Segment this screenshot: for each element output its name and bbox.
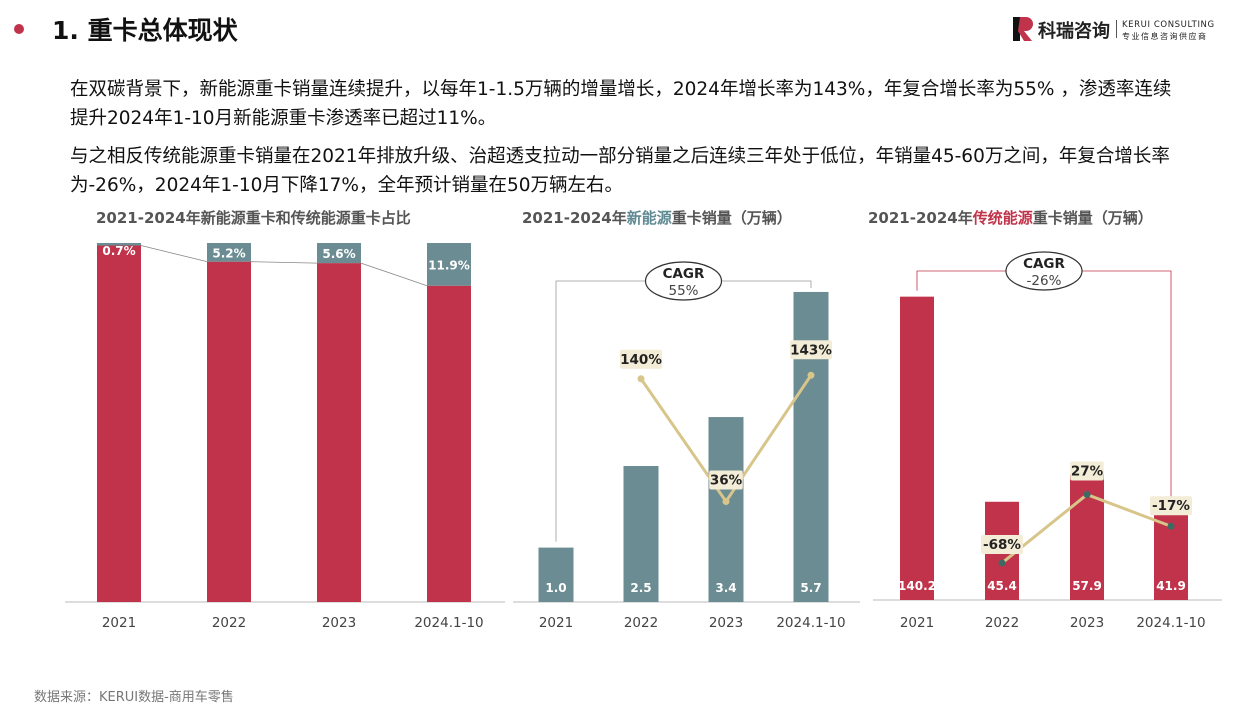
chart1-bar-traditional [317,263,361,602]
chart-title-traditional-highlight: 传统能源 [972,209,1033,227]
page-header: 1. 重卡总体现状 科瑞咨询 KERUI CONSULTING 专业信息咨询供应… [0,0,1250,58]
chart-title-traditional: 2021-2024年传统能源重卡销量（万辆） [868,207,1153,228]
logo-english: KERUI CONSULTING [1122,20,1215,30]
chart1-bar-new-energy [427,243,471,286]
chart3-cagr-value: -26% [1027,273,1062,289]
chart2-bar [538,547,574,602]
chart3-cagr-bracket [916,270,1172,506]
chart2-growth-label: 143% [790,342,832,358]
chart1-bar-traditional [97,245,141,602]
chart2-value-label: 2.5 [630,581,651,595]
chart3-x-tick: 2024.1-10 [1136,615,1205,631]
chart3-growth-point [1167,522,1175,530]
chart2-growth-label-bg [620,349,662,369]
page-title: 1. 重卡总体现状 [52,16,238,45]
chart1-bar-new-energy [97,243,141,246]
chart2-cagr-value: 55% [668,283,698,299]
chart3-x-tick: 2023 [1070,615,1104,631]
chart3-value-label: 45.4 [987,579,1017,593]
chart2-cagr-bubble [644,261,723,301]
kerui-logo-icon [1013,17,1033,41]
chart2-bar [793,291,829,602]
chart2-bar [708,417,744,602]
chart1-share-label: 0.7% [102,244,135,258]
chart3-growth-point [998,559,1006,567]
chart2-growth-point [637,375,645,383]
chart1-connector-line [250,261,318,264]
chart2-x-tick: 2024.1-10 [776,615,845,631]
logo-divider [1116,20,1117,38]
chart1-x-tick: 2024.1-10 [414,615,483,631]
chart2-x-tick: 2021 [539,615,573,631]
chart2-growth-label-bg [790,340,832,360]
chart2-value-label: 3.4 [715,581,736,595]
chart3-cagr-label: CAGR [1023,256,1065,272]
chart2-value-label: 5.7 [800,581,821,595]
chart3-value-label: 140.2 [898,579,936,593]
chart2-cagr-label: CAGR [663,266,705,282]
chart3-growth-label-bg [1150,496,1192,516]
chart-title-new-energy-post: 重卡销量（万辆） [671,209,792,227]
chart3-growth-label-bg [1070,461,1104,481]
chart1-share-label: 5.6% [322,247,355,261]
chart2-growth-point [722,498,730,506]
paragraph-traditional: 与之相反传统能源重卡销量在2021年排放升级、治超透支拉动一部分销量之后连续三年… [70,146,1170,196]
chart2-growth-label-bg [709,470,743,490]
chart3-cagr-bubble [1005,251,1083,291]
chart-title-new-energy: 2021-2024年新能源重卡销量（万辆） [522,207,792,228]
chart1-bar-new-energy [207,243,251,262]
chart-title-traditional-pre: 2021-2024年 [868,209,973,227]
chart1-bar-new-energy [317,243,361,264]
chart2-growth-label: 36% [710,473,743,489]
chart-title-new-energy-pre: 2021-2024年 [522,209,627,227]
data-source-note: 数据来源：KERUI数据-商用车零售 [34,690,234,705]
chart-title-new-energy-highlight: 新能源 [626,209,672,227]
chart-title-share: 2021-2024年新能源重卡和传统能源重卡占比 [96,209,411,227]
chart3-bar [900,296,934,600]
chart1-bar-traditional [207,261,251,602]
chart3-growth-label: 27% [1071,464,1104,480]
chart3-growth-label: -68% [983,537,1021,553]
chart3-value-label: 41.9 [1156,579,1186,593]
chart3-x-tick: 2022 [985,615,1019,631]
chart3-x-tick: 2021 [900,615,934,631]
chart3-growth-label: -17% [1152,498,1190,514]
company-logo: 科瑞咨询 KERUI CONSULTING 专业信息咨询供应商 [1012,14,1242,46]
chart1-x-tick: 2023 [322,615,356,631]
chart2-cagr-bracket [555,280,812,542]
chart2-growth-point [807,371,815,379]
chart-title-traditional-post: 重卡销量（万辆） [1032,209,1153,227]
paragraph-new-energy: 在双碳背景下，新能源重卡销量连续提升，以每年1-1.5万辆的增量增长，2024年… [70,79,1172,129]
chart1-x-tick: 2021 [102,615,136,631]
chart2-value-label: 1.0 [545,581,566,595]
logo-name: 科瑞咨询 [1038,21,1110,42]
chart1-x-tick: 2022 [212,615,246,631]
chart3-growth-point [1083,491,1091,499]
logo-subtitle: 专业信息咨询供应商 [1122,32,1208,41]
chart2-growth-label: 140% [620,352,662,368]
chart1-share-label: 11.9% [428,258,470,272]
title-bullet [14,24,24,34]
chart2-x-tick: 2022 [624,615,658,631]
chart2-x-tick: 2023 [709,615,743,631]
chart1-share-label: 5.2% [212,246,245,260]
chart2-bar [623,466,659,602]
chart1-bar-traditional [427,285,471,602]
chart3-growth-label-bg [981,534,1023,554]
chart1-connector-line [360,262,428,287]
chart3-value-label: 57.9 [1072,579,1102,593]
chart1-connector-line [140,245,208,263]
